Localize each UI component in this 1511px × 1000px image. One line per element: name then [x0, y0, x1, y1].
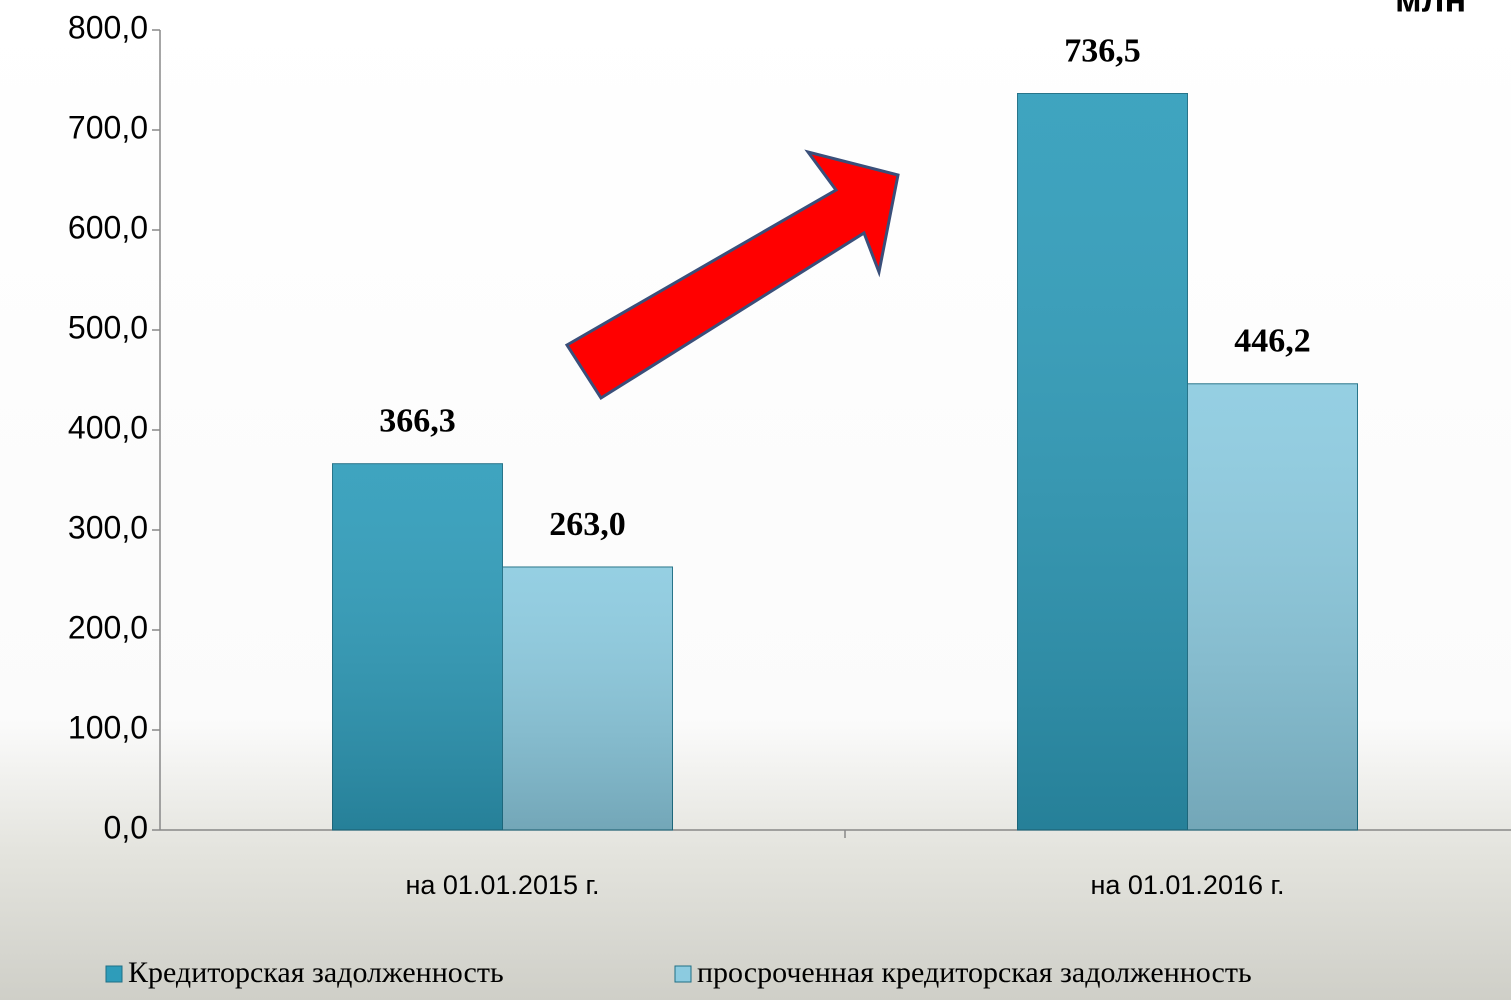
value-label: 366,3	[379, 402, 456, 439]
bar-shade	[1187, 383, 1358, 830]
legend-label: Кредиторская задолженность	[128, 956, 504, 989]
legend-swatch	[674, 965, 692, 983]
legend-swatch	[105, 965, 123, 983]
trend-arrow	[564, 149, 900, 401]
x-tick-label: на 01.01.2016 г.	[1090, 870, 1284, 900]
y-tick-label: 400,0	[68, 409, 148, 445]
legend-label: просроченная кредиторская задолженность	[697, 956, 1252, 989]
unit-label: млн	[1395, 0, 1466, 20]
bar-shade	[1017, 93, 1188, 830]
y-tick-label: 0,0	[104, 809, 148, 845]
y-tick-label: 500,0	[68, 309, 148, 345]
bar-shade	[332, 463, 503, 830]
value-label: 446,2	[1234, 323, 1311, 360]
x-tick-label: на 01.01.2015 г.	[405, 870, 599, 900]
y-tick-label: 100,0	[68, 709, 148, 745]
value-label: 736,5	[1064, 32, 1141, 69]
y-tick-label: 800,0	[68, 9, 148, 45]
y-tick-label: 700,0	[68, 109, 148, 145]
bar-shade	[502, 567, 673, 830]
y-tick-label: 200,0	[68, 609, 148, 645]
y-tick-label: 300,0	[68, 509, 148, 545]
y-tick-label: 600,0	[68, 209, 148, 245]
value-label: 263,0	[549, 506, 626, 543]
